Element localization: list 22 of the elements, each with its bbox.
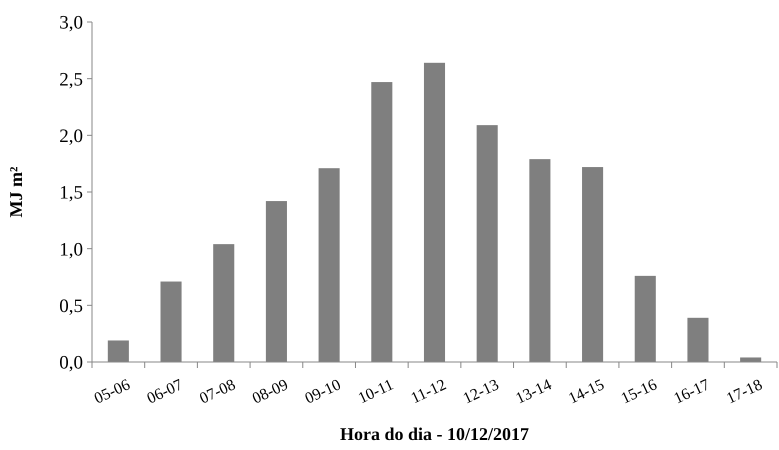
x-tick-label: 08-09 (250, 376, 291, 408)
x-tick-label: 06-07 (144, 376, 186, 408)
x-tick-label: 11-12 (408, 376, 449, 408)
y-tick-label: 1,5 (59, 182, 83, 204)
y-tick-label: 3,0 (59, 12, 83, 34)
y-axis-title: MJ m² (6, 166, 26, 218)
y-tick-label: 2,0 (59, 126, 83, 147)
x-tick-label: 13-14 (513, 376, 554, 408)
x-axis-title: Hora do dia - 10/12/2017 (340, 424, 530, 444)
x-tick-label: 07-08 (197, 376, 238, 408)
y-tick-label: 1,0 (59, 239, 83, 260)
x-tick-label: 15-16 (618, 376, 660, 408)
x-tick-label: 09-10 (302, 376, 344, 408)
x-tick-label: 05-06 (92, 376, 133, 408)
y-tick-label: 0,0 (59, 352, 83, 374)
y-tick-label: 2,5 (59, 69, 83, 90)
x-tick-label: 12-13 (460, 376, 502, 408)
x-tick-label: 14-15 (566, 376, 607, 408)
x-tick-label: 10-11 (356, 376, 396, 408)
x-tick-label: 16-17 (671, 376, 712, 408)
y-tick-label: 0,5 (59, 296, 83, 317)
x-tick-label: 17-18 (724, 376, 766, 408)
